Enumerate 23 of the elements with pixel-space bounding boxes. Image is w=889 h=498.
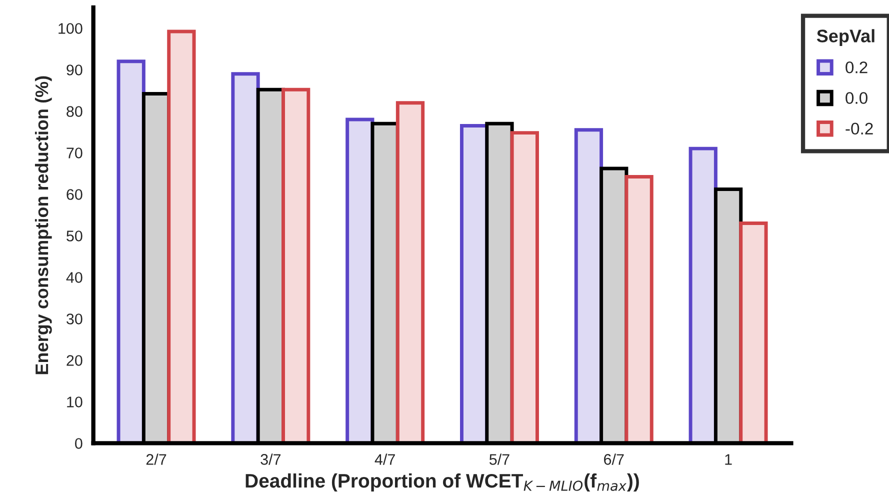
y-tick-label: 50 (66, 230, 82, 242)
y-tick-label: 100 (58, 23, 82, 34)
y-tick-label: 10 (67, 396, 82, 408)
x-tick-label: 3/7 (260, 454, 281, 465)
y-tick-label: 80 (66, 106, 82, 117)
y-tick-label: 20 (66, 355, 82, 366)
legend-label: 0.2 (846, 61, 868, 74)
x-axis-title: Deadline (Proportion of WCET$_{K−MLIO}$(f$_{max}$)) (246, 473, 639, 492)
x-tick-label: 2/7 (146, 454, 166, 465)
legend-title: SepVal (816, 29, 874, 46)
x-tick-label: 5/7 (489, 454, 510, 465)
y-tick-label: 30 (66, 314, 82, 324)
y-tick-label: 0 (75, 438, 82, 449)
x-tick-label: 4/7 (374, 454, 395, 465)
y-tick-label: 60 (66, 189, 82, 200)
x-tick-label: 6/7 (604, 454, 624, 465)
legend-label: -0.2 (846, 122, 873, 135)
y-tick-label: 40 (66, 272, 82, 283)
x-tick-label: 1 (725, 454, 732, 465)
y-axis-title: Energy consumption reduction (%) (34, 76, 52, 374)
legend-label: 0.0 (846, 92, 868, 104)
y-tick-label: 90 (66, 64, 82, 76)
y-tick-label: 70 (66, 148, 82, 158)
